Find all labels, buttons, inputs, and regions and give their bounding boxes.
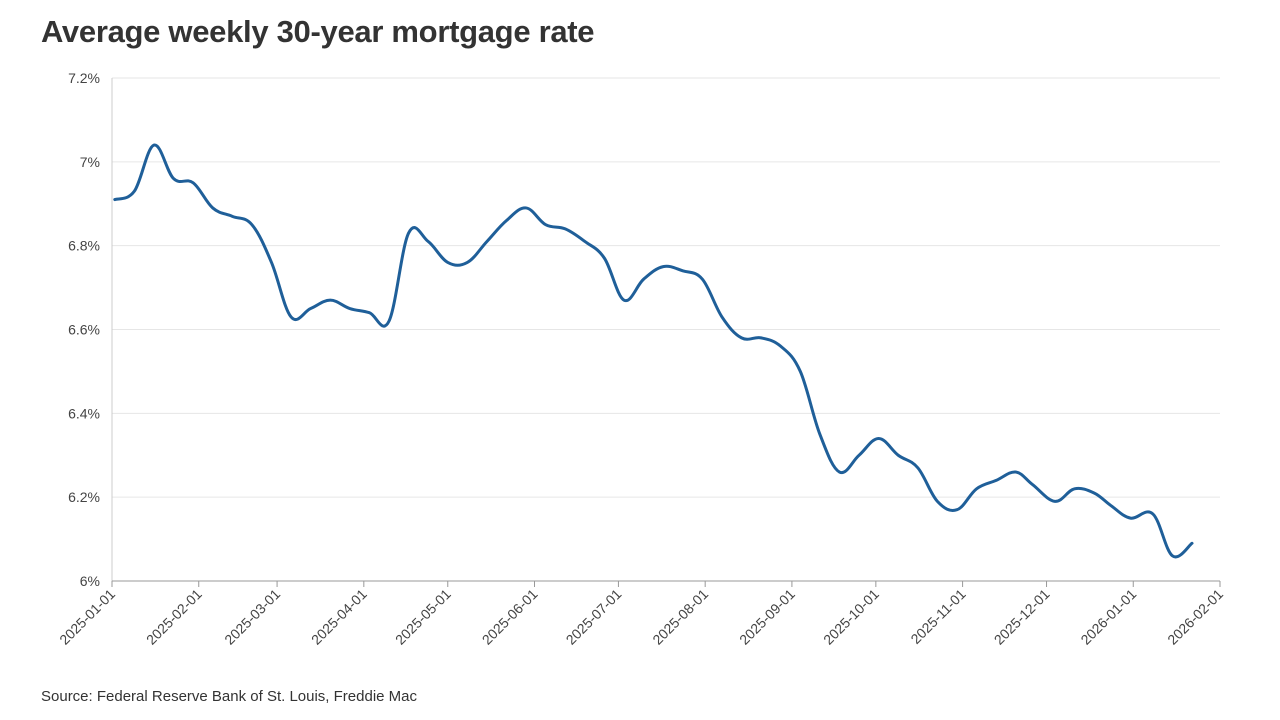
data-point <box>229 213 235 219</box>
data-point <box>504 218 510 224</box>
data-point <box>425 238 431 244</box>
data-point <box>1013 469 1019 475</box>
series-line-0 <box>113 143 1194 559</box>
data-point <box>268 259 274 265</box>
data-point <box>915 465 921 471</box>
data-point <box>386 318 392 324</box>
data-point <box>131 188 137 194</box>
x-tick-label: 2026-02-01 <box>1164 586 1226 648</box>
y-tick-label: 6.4% <box>68 405 100 421</box>
data-point <box>582 238 588 244</box>
y-tick-labels: 6% 6.2% 6.4% 6.6% 6.8% 7% 7.2% <box>68 70 100 589</box>
data-point <box>308 306 314 312</box>
data-point <box>464 259 470 265</box>
gridlines <box>112 77 1220 498</box>
data-point <box>190 180 196 186</box>
data-point <box>680 268 686 274</box>
data-point <box>895 452 901 458</box>
data-point <box>112 197 118 203</box>
x-tick-label: 2025-02-01 <box>143 586 205 648</box>
chart-title: Average weekly 30-year mortgage rate <box>41 14 595 49</box>
x-tick-labels: 2025-01-01 2025-02-01 2025-03-01 2025-04-01… <box>56 586 1226 648</box>
data-point <box>836 469 842 475</box>
data-point <box>993 477 999 483</box>
data-point <box>288 314 294 320</box>
data-point <box>954 507 960 513</box>
data-point <box>543 222 549 228</box>
data-point <box>445 259 451 265</box>
data-point <box>856 452 862 458</box>
data-point <box>327 297 333 303</box>
data-point <box>406 230 412 236</box>
data-point <box>1169 553 1175 559</box>
x-tick-label: 2025-12-01 <box>991 586 1053 648</box>
data-point <box>171 176 177 182</box>
data-point <box>1150 511 1156 517</box>
x-tick-label: 2025-11-01 <box>907 586 968 647</box>
x-tick-label: 2025-04-01 <box>308 586 370 648</box>
data-point <box>1091 490 1097 496</box>
data-point <box>210 205 216 211</box>
data-point <box>484 238 490 244</box>
data-point <box>641 276 647 282</box>
y-tick-label: 7% <box>80 154 100 170</box>
data-point <box>974 486 980 492</box>
data-point <box>1189 540 1195 546</box>
data-point <box>1052 498 1058 504</box>
x-tick-label: 2025-10-01 <box>820 586 882 648</box>
data-point <box>249 222 255 228</box>
data-point <box>739 335 745 341</box>
data-point <box>758 335 764 341</box>
x-tick-label: 2025-07-01 <box>563 586 625 648</box>
data-point <box>1108 503 1114 509</box>
data-point <box>601 255 607 261</box>
x-tick-label: 2025-03-01 <box>221 586 283 648</box>
series-layer <box>112 142 1195 559</box>
x-tick-label: 2025-05-01 <box>392 586 454 648</box>
x-tick-label: 2025-09-01 <box>736 586 798 648</box>
x-tick-label: 2025-01-01 <box>56 586 118 648</box>
data-point <box>797 368 803 374</box>
data-point <box>660 264 666 270</box>
axes <box>111 78 1221 587</box>
data-point <box>366 310 372 316</box>
data-point <box>719 314 725 320</box>
y-tick-label: 7.2% <box>68 70 100 86</box>
data-point <box>523 205 529 211</box>
data-point <box>1030 482 1036 488</box>
data-point <box>1072 486 1078 492</box>
x-tick-label: 2025-08-01 <box>649 586 711 648</box>
data-point <box>817 431 823 437</box>
x-tick-label: 2026-01-01 <box>1077 586 1139 648</box>
data-point <box>778 343 784 349</box>
data-point <box>1127 515 1133 521</box>
data-point <box>347 306 353 312</box>
data-point <box>562 226 568 232</box>
y-tick-label: 6.8% <box>68 238 100 254</box>
x-tick-label: 2025-06-01 <box>479 586 541 648</box>
data-point <box>151 142 157 148</box>
source-note: Source: Federal Reserve Bank of St. Loui… <box>41 688 418 705</box>
data-point <box>876 435 882 441</box>
data-point <box>621 297 627 303</box>
y-tick-label: 6.6% <box>68 322 100 338</box>
data-point <box>699 276 705 282</box>
y-tick-label: 6.2% <box>68 489 100 505</box>
y-tick-label: 6% <box>80 573 100 589</box>
data-point <box>934 498 940 504</box>
